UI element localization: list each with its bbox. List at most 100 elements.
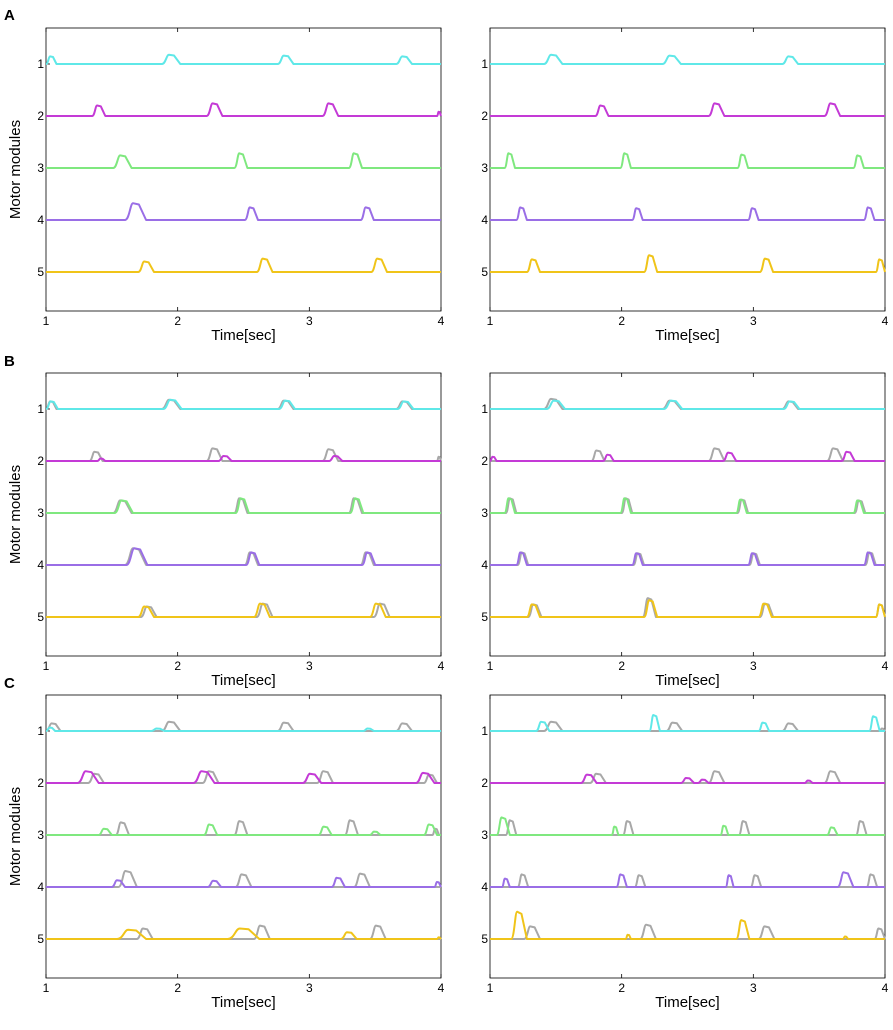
module-trace-3	[46, 823, 441, 836]
panel-letter: A	[4, 7, 15, 24]
module-trace-5	[46, 927, 442, 940]
panel-letter: B	[4, 353, 15, 370]
y-tick-label: 2	[481, 776, 488, 790]
y-tick-label: 5	[481, 932, 488, 946]
x-tick-label: 4	[438, 314, 445, 328]
module-trace-1	[490, 714, 885, 732]
y-tick-label: 3	[37, 828, 44, 842]
module-trace-5	[490, 599, 886, 618]
reference-trace-2	[490, 447, 885, 462]
module-trace-2	[490, 102, 885, 117]
x-axis-label: Time[sec]	[211, 672, 275, 689]
panel-c: C 1 2 3 4 1 2 3 4 5 Time[sec] Motor modules 1 2 3 4 1 2 3 4…	[4, 675, 889, 1011]
y-tick-label: 3	[37, 506, 44, 520]
y-tick-label: 5	[481, 610, 488, 624]
x-tick-label: 4	[882, 659, 889, 673]
x-tick-label: 3	[750, 314, 757, 328]
y-tick-label: 3	[481, 161, 488, 175]
reference-trace-2	[46, 447, 442, 462]
x-tick-label: 2	[618, 659, 625, 673]
x-tick-label: 1	[43, 981, 50, 995]
module-trace-2	[46, 455, 441, 462]
x-tick-label: 1	[487, 659, 494, 673]
module-trace-4	[490, 551, 885, 566]
y-tick-label: 3	[481, 828, 488, 842]
reference-trace-1	[45, 398, 441, 410]
subplot-left: 1 2 3 4 1 2 3 4 5 Time[sec] Motor modules	[7, 694, 445, 1011]
reference-trace-5	[46, 924, 441, 940]
reference-trace-4	[46, 870, 441, 888]
y-tick-label: 4	[37, 880, 44, 894]
y-tick-label: 1	[481, 724, 488, 738]
reference-trace-3	[46, 497, 441, 514]
module-trace-4	[46, 202, 441, 221]
reference-trace-4	[490, 873, 885, 888]
module-trace-2	[46, 770, 441, 784]
x-tick-label: 2	[618, 314, 625, 328]
module-trace-1	[45, 726, 441, 732]
reference-trace-3	[490, 497, 885, 514]
x-tick-label: 1	[487, 981, 494, 995]
module-trace-5	[46, 602, 441, 618]
y-tick-label: 4	[481, 213, 488, 227]
subplot-right: 1 2 3 4 1 2 3 4 5 Time[sec]	[481, 694, 889, 1011]
y-tick-label: 1	[481, 57, 488, 71]
module-trace-5	[46, 257, 441, 273]
module-trace-3	[490, 816, 885, 836]
x-tick-label: 3	[750, 659, 757, 673]
x-tick-label: 3	[306, 981, 313, 995]
subplot-right: 1 2 3 4 1 2 3 4 5 Time[sec]	[481, 27, 889, 344]
module-trace-1	[45, 398, 441, 410]
y-tick-label: 4	[37, 558, 44, 572]
x-tick-label: 1	[43, 659, 50, 673]
y-tick-label: 3	[37, 161, 44, 175]
y-tick-label: 1	[481, 402, 488, 416]
x-tick-label: 2	[618, 981, 625, 995]
module-trace-5	[490, 910, 885, 940]
axes-frame	[45, 27, 442, 312]
axes-frame	[489, 27, 886, 312]
x-tick-label: 3	[306, 314, 313, 328]
panel-a: A 1 2 3 4 1 2 3 4 5 Time[sec] Motor modules 1 2 3 4 1 2 3 4…	[4, 7, 889, 344]
x-axis-label: Time[sec]	[655, 994, 719, 1011]
y-axis-label: Motor modules	[7, 787, 24, 886]
x-tick-label: 4	[882, 981, 889, 995]
y-axis-label: Motor modules	[7, 120, 24, 219]
x-tick-label: 1	[43, 314, 50, 328]
module-trace-3	[490, 497, 885, 514]
x-axis-label: Time[sec]	[655, 672, 719, 689]
module-trace-1	[490, 53, 885, 65]
x-tick-label: 3	[750, 981, 757, 995]
reference-trace-5	[490, 923, 886, 940]
x-axis-label: Time[sec]	[211, 994, 275, 1011]
module-trace-1	[490, 399, 885, 410]
reference-trace-2	[46, 770, 441, 784]
x-tick-label: 4	[882, 314, 889, 328]
x-tick-label: 1	[487, 314, 494, 328]
reference-trace-2	[490, 770, 885, 784]
x-tick-label: 2	[174, 981, 181, 995]
x-tick-label: 2	[174, 314, 181, 328]
x-axis-label: Time[sec]	[211, 327, 275, 344]
subplot-left: 1 2 3 4 1 2 3 4 5 Time[sec] Motor modules	[7, 27, 445, 344]
y-tick-label: 1	[37, 57, 44, 71]
module-trace-3	[46, 497, 441, 514]
module-trace-4	[490, 206, 885, 221]
module-trace-1	[45, 53, 441, 65]
y-tick-label: 5	[37, 610, 44, 624]
y-tick-label: 4	[37, 213, 44, 227]
module-trace-3	[490, 152, 885, 169]
y-tick-label: 5	[481, 265, 488, 279]
reference-trace-4	[490, 551, 885, 566]
y-tick-label: 2	[37, 776, 44, 790]
module-trace-4	[490, 871, 885, 888]
x-tick-label: 3	[306, 659, 313, 673]
y-tick-label: 5	[37, 932, 44, 946]
x-axis-label: Time[sec]	[655, 327, 719, 344]
reference-trace-3	[46, 819, 441, 836]
axes-frame	[45, 372, 442, 657]
reference-trace-5	[46, 602, 441, 618]
y-tick-label: 3	[481, 506, 488, 520]
panel-b: B 1 2 3 4 1 2 3 4 5 Time[sec] Motor modules 1 2 3 4 1 2 3 4…	[4, 353, 889, 689]
y-tick-label: 5	[37, 265, 44, 279]
